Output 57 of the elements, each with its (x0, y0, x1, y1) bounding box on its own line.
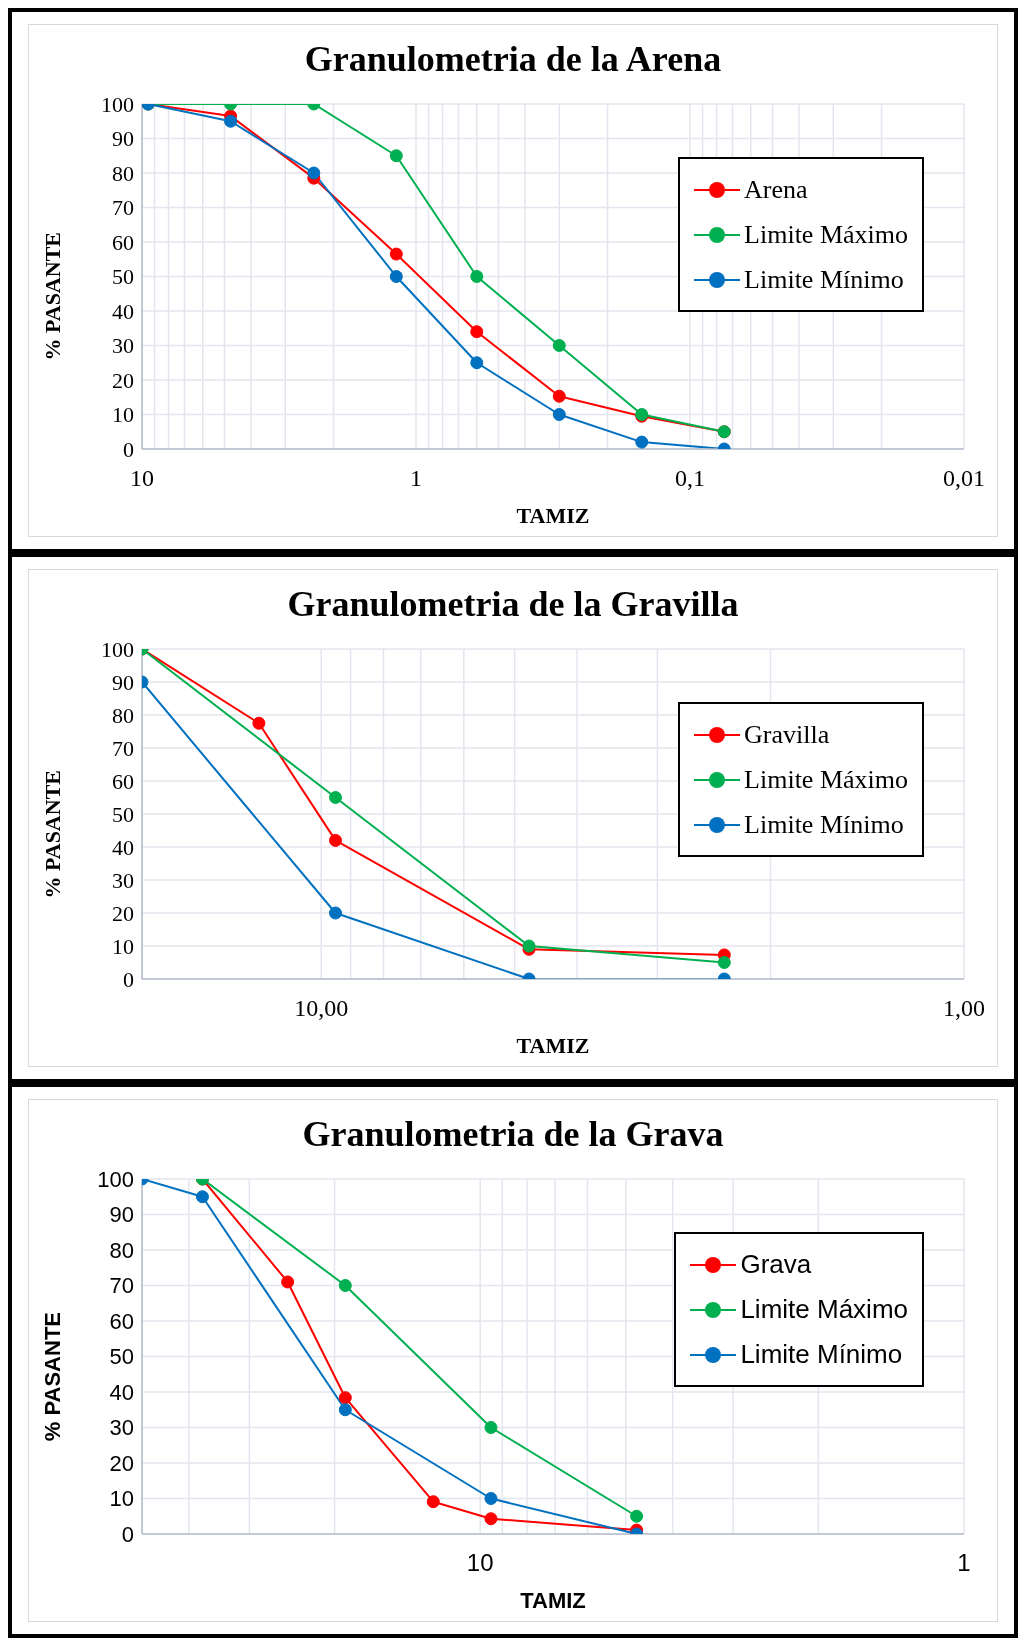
y-tick-label: 20 (112, 367, 134, 393)
chart-title: Granulometria de la Arena (303, 38, 723, 80)
y-tick-label: 40 (112, 298, 134, 324)
y-tick-label: 50 (112, 801, 134, 827)
y-tick-label: 80 (112, 702, 134, 728)
x-tick-label: 0,01 (943, 465, 985, 492)
y-tick-label: 30 (109, 1415, 134, 1441)
legend-label: Limite Mínimo (744, 809, 904, 840)
y-tick-label: 0 (121, 1521, 134, 1547)
y-axis-title: % PASANTE (40, 1311, 66, 1442)
legend-label: Limite Máximo (744, 764, 908, 795)
y-tick-label: 70 (109, 1273, 134, 1299)
y-tick-label: 90 (109, 1202, 134, 1228)
legend-label: Limite Mínimo (744, 264, 904, 295)
legend-label: Limite Mínimo (740, 1339, 903, 1370)
legend-label: Limite Máximo (744, 219, 908, 250)
chart-title: Granulometria de la Gravilla (286, 583, 740, 625)
y-tick-label: 50 (109, 1344, 134, 1370)
legend-label: Limite Máximo (740, 1294, 908, 1325)
x-axis-title: TAMIZ (519, 1588, 587, 1614)
y-tick-label: 20 (112, 900, 134, 926)
y-tick-label: 40 (112, 834, 134, 860)
y-tick-label: 10 (109, 1486, 134, 1512)
y-tick-label: 20 (109, 1450, 134, 1476)
y-axis-title: % PASANTE (40, 232, 66, 361)
chart-title: Granulometria de la Grava (301, 1113, 725, 1155)
x-tick-label: 1 (410, 465, 422, 492)
y-tick-label: 90 (112, 669, 134, 695)
y-tick-label: 40 (109, 1379, 134, 1405)
y-tick-label: 70 (112, 735, 134, 761)
x-tick-label: 1 (957, 1549, 971, 1577)
y-tick-label: 10 (112, 402, 134, 428)
legend-label: Arena (744, 174, 808, 205)
y-tick-label: 100 (101, 636, 134, 662)
y-axis-title: % PASANTE (40, 769, 66, 899)
y-tick-label: 100 (101, 91, 134, 117)
y-tick-label: 90 (112, 126, 134, 152)
y-tick-label: 50 (112, 264, 134, 290)
y-tick-label: 0 (123, 966, 134, 992)
y-tick-label: 30 (112, 867, 134, 893)
x-axis-title: TAMIZ (515, 503, 591, 529)
y-tick-label: 70 (112, 195, 134, 221)
y-tick-label: 0 (123, 436, 134, 462)
x-axis-title: TAMIZ (515, 1033, 591, 1059)
y-tick-label: 100 (97, 1166, 134, 1192)
y-tick-label: 60 (112, 768, 134, 794)
legend-label: Gravilla (744, 719, 830, 750)
y-tick-label: 30 (112, 333, 134, 359)
y-tick-label: 80 (112, 160, 134, 186)
x-tick-label: 1,00 (943, 995, 985, 1022)
y-tick-label: 80 (109, 1237, 134, 1263)
y-tick-label: 60 (109, 1308, 134, 1334)
x-tick-label: 0,1 (675, 465, 705, 492)
legend-label: Grava (740, 1249, 812, 1280)
x-tick-label: 10,00 (294, 995, 349, 1022)
y-tick-label: 60 (112, 229, 134, 255)
y-tick-label: 10 (112, 933, 134, 959)
